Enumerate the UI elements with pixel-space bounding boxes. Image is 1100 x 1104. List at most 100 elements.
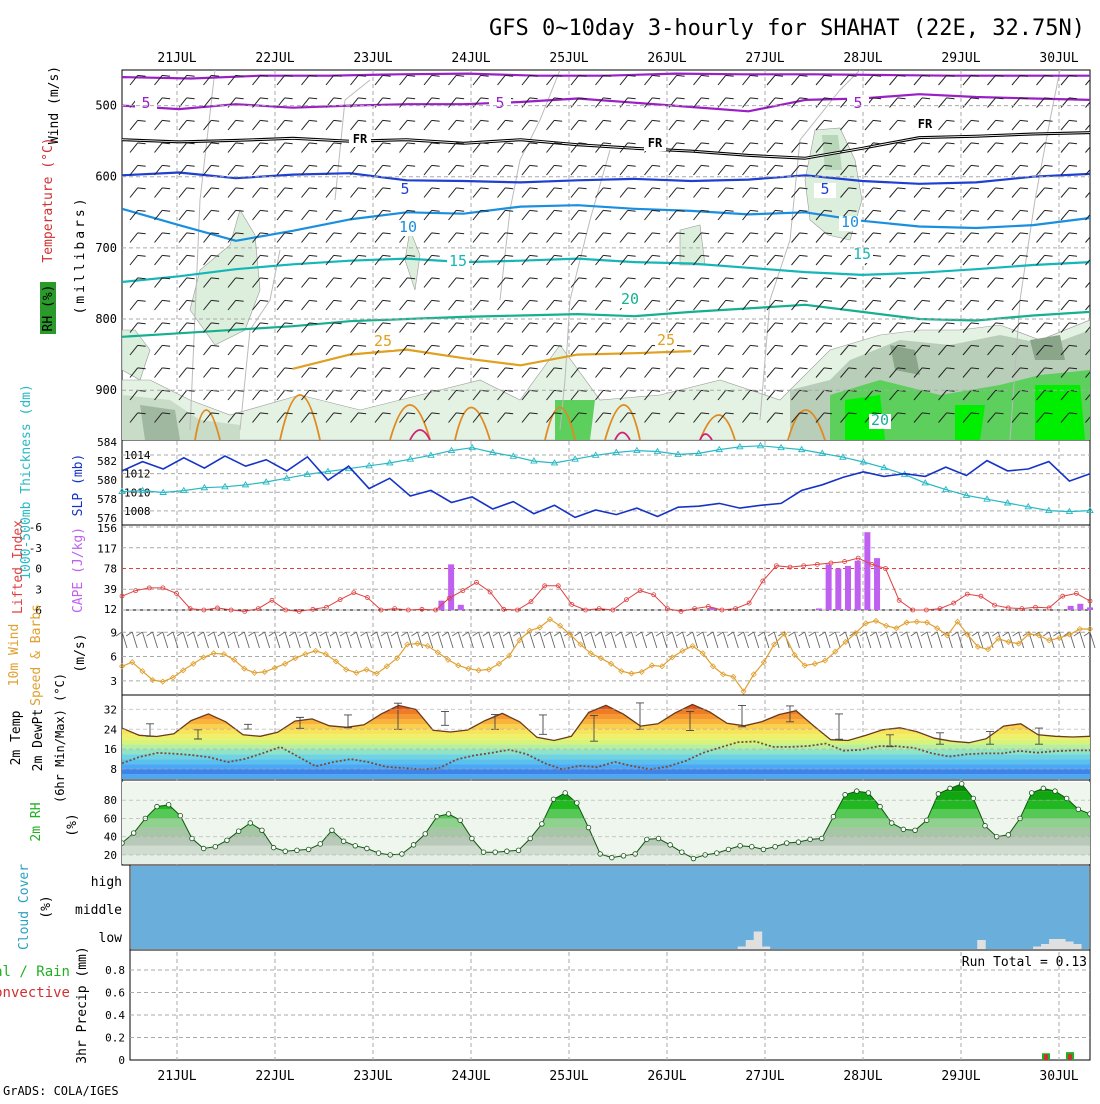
thickness-point <box>962 491 971 498</box>
li-point <box>160 585 166 591</box>
isotherm-label-bg <box>869 414 891 429</box>
thickness-point <box>818 449 827 456</box>
isotherm-label-bg <box>447 255 469 270</box>
thickness-point <box>756 441 765 449</box>
bottom-day-label: 27JUL <box>745 1069 784 1084</box>
axis-labels: 32 24 16 8 2m Temp 2m DewPt (6hr Min/Max) (°C)… <box>9 673 1090 862</box>
grid-lines <box>176 70 1060 1060</box>
li-point <box>337 597 343 603</box>
isotherm-label-bg <box>397 221 419 236</box>
rh-point <box>410 842 417 848</box>
rh-tick: 40 <box>104 831 117 844</box>
rh-contour-line <box>334 79 371 201</box>
wind10m-point <box>322 651 329 658</box>
rh-point <box>177 813 184 819</box>
slp-tick: 1012 <box>124 468 151 481</box>
wind10m-point <box>353 669 360 676</box>
minmax-bar <box>539 714 547 735</box>
cape-tick: 117 <box>97 542 117 555</box>
rh-point <box>865 790 872 796</box>
wind10m-point <box>465 665 472 672</box>
low-cloud-bar <box>1033 946 1042 949</box>
thickness-tick: 584 <box>97 436 117 449</box>
li-point <box>746 600 752 606</box>
temp-tick: 32 <box>104 703 117 716</box>
rh-point <box>445 811 452 817</box>
wind10m-point <box>740 688 747 695</box>
wind10m-point <box>944 632 951 639</box>
temp-band <box>122 724 1090 730</box>
footer-credit: GrADS: COLA/IGES <box>3 1084 119 1098</box>
wind10m-point <box>281 660 289 667</box>
rh-ylabel: 2m RH <box>29 802 44 841</box>
wind10m-point <box>241 665 248 672</box>
rh-point <box>725 846 732 853</box>
ua-tick-label: 700 <box>95 241 117 255</box>
rh-point <box>900 826 907 833</box>
temp-band <box>122 774 1090 779</box>
rh-point <box>889 820 895 826</box>
li-point <box>610 607 616 613</box>
wind-barbs <box>129 74 1090 423</box>
bottom-day-label: 24JUL <box>451 1069 490 1084</box>
rh-point <box>795 839 802 845</box>
wind10m-point <box>210 650 217 657</box>
wind10m-point <box>220 651 227 658</box>
low-cloud-bar <box>753 931 763 949</box>
rh-point <box>970 795 977 802</box>
isotherm-label-bg <box>135 97 157 112</box>
isotherm-minus5 <box>122 93 1090 113</box>
wind10m-point <box>373 670 380 677</box>
wind10m-point <box>1046 637 1053 644</box>
li-point <box>883 566 888 571</box>
thickness-point <box>880 463 888 471</box>
thickness-point <box>303 470 312 477</box>
li-point <box>255 606 261 612</box>
wind10m-point <box>730 673 737 680</box>
wind10m-series: 9 6 3 10m Wind Speed & Barbs (m/s) <box>7 604 1096 706</box>
rh-point <box>515 847 522 854</box>
thickness-point <box>468 443 476 451</box>
wind10m-point <box>169 674 177 681</box>
wind10m-point <box>506 652 513 659</box>
isotherm-label-bg <box>914 117 936 132</box>
temp-ylabel: 2m Temp <box>9 710 24 765</box>
cape-bar <box>448 564 455 610</box>
precip-tick: 0.8 <box>105 964 125 977</box>
rh-point <box>854 788 860 794</box>
li-point <box>719 607 725 613</box>
low-cloud-bar <box>1049 939 1058 949</box>
cape-bar <box>854 560 861 610</box>
cape-ylabel: CAPE (J/kg) <box>71 527 86 613</box>
isotherm-plus10 <box>122 204 1090 242</box>
isotherm-contours <box>122 70 1090 440</box>
cape-bar <box>825 564 832 610</box>
thickness-point <box>241 481 250 488</box>
cloud-ylabel: Cloud Cover <box>17 864 32 950</box>
li-point <box>664 606 670 612</box>
wind-panel <box>121 609 1091 696</box>
temp-band <box>122 764 1090 770</box>
li-point <box>992 602 997 608</box>
li-point <box>692 606 698 612</box>
cape-tick: 78 <box>104 563 117 576</box>
wind10m-point <box>760 659 768 666</box>
thickness-tick: 582 <box>97 455 117 468</box>
cape-bar <box>874 558 881 610</box>
wind10m-point <box>526 627 533 634</box>
cloud-fill <box>131 866 1089 949</box>
warm-contour <box>544 406 576 440</box>
rh-point <box>982 823 988 829</box>
temp-band <box>122 729 1090 735</box>
thickness-point <box>365 461 373 469</box>
wind10m-point <box>862 620 869 627</box>
li-point <box>842 559 847 564</box>
li-point <box>433 607 438 613</box>
isotherm-label: 5 <box>400 180 409 198</box>
isotherm-label: 25 <box>657 331 675 349</box>
wind10m-point <box>852 629 859 637</box>
rh-point <box>165 802 172 808</box>
cloud-level-label: low <box>99 931 123 946</box>
thickness-point <box>633 446 641 454</box>
ua-tick-label: 800 <box>95 312 117 326</box>
